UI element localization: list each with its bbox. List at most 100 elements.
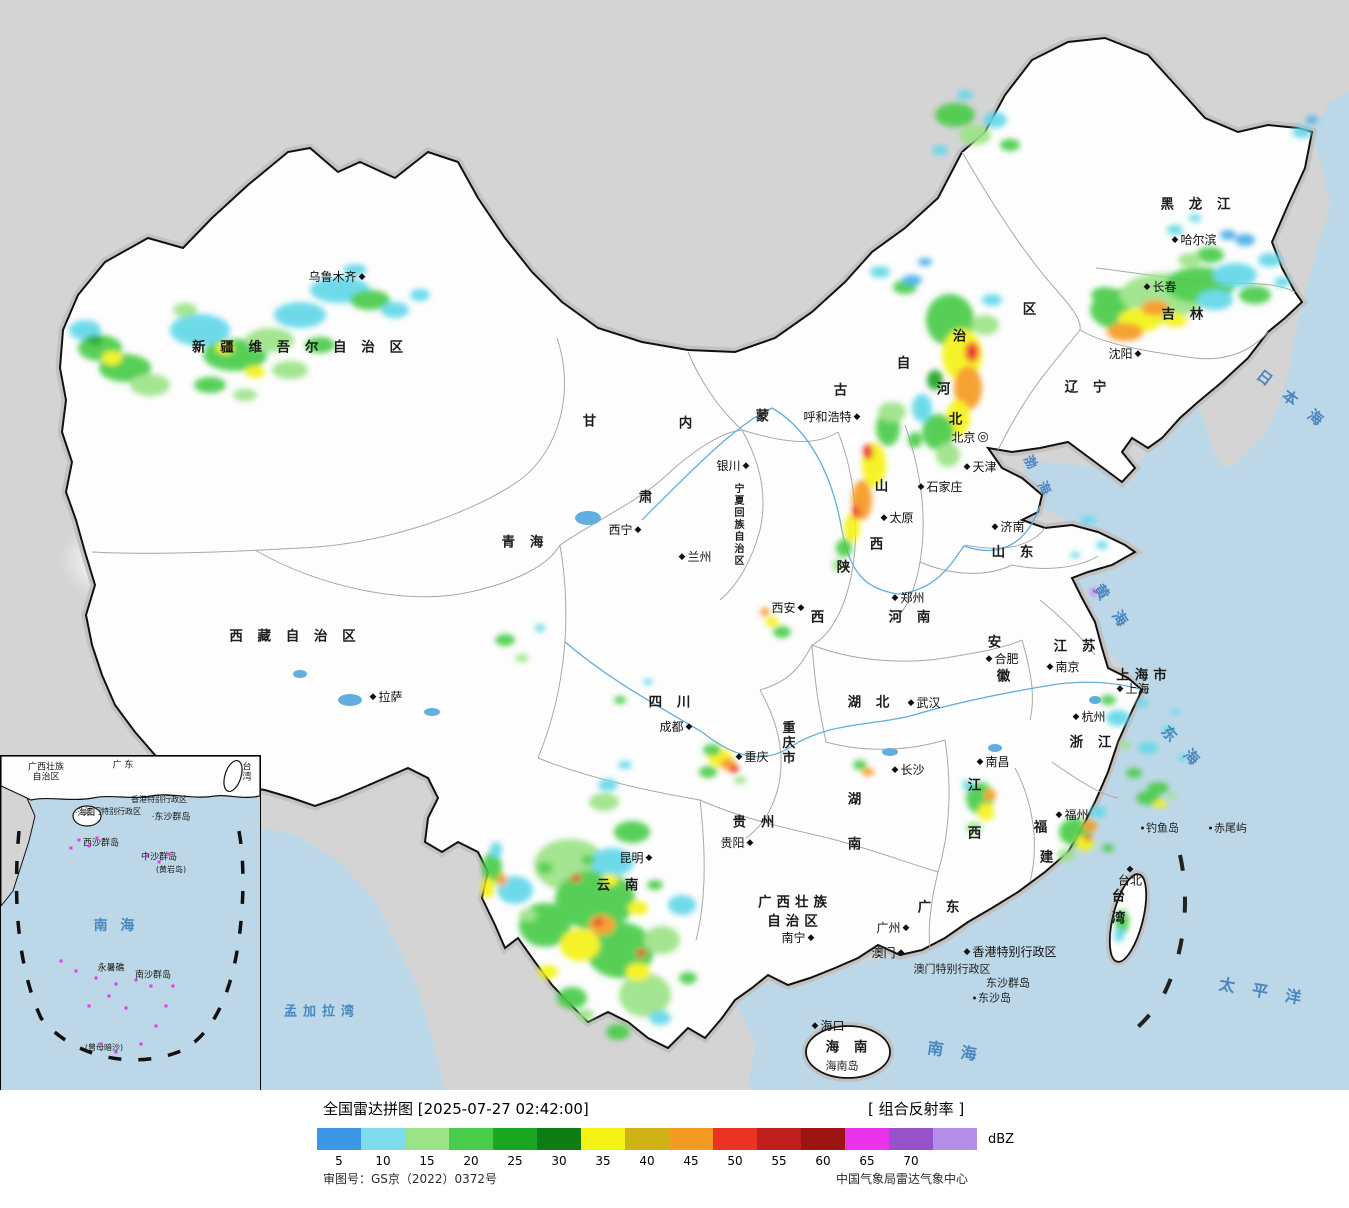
radar-echo [571,874,581,882]
radar-echo [1100,695,1116,705]
legend-tick: 20 [463,1154,479,1168]
city-name: 西宁 [608,523,633,537]
radar-echo [902,275,922,285]
radar-echo [246,328,294,352]
radar-echo [1167,793,1177,799]
island-label: 钓鱼岛 [1141,823,1179,834]
city-name: 南京 [1055,660,1080,674]
city-name: 香港特别行政区 [972,945,1057,959]
city-marker-icon: ◆ [917,481,925,492]
city-marker-icon: ◆ [991,521,999,532]
radar-echo [912,394,932,422]
inset-island-dot [164,1004,168,1008]
city-label: ◆ 郑州 [892,592,925,604]
island-dot-icon [973,996,976,1000]
city-marker-icon: ◆ [746,837,754,848]
province-label: 江 [967,777,987,794]
inset-island-dot [145,854,149,858]
radar-echo [984,789,996,801]
city-label: ◆ 太原 [881,512,914,524]
city-marker-icon: ◆ [811,1020,819,1031]
legend-tick: 35 [595,1154,611,1168]
city-label: ◆ 拉萨 [370,691,403,703]
city-name: 台北 [1117,873,1143,888]
radar-echo [618,761,632,769]
city-name: 杭州 [1081,710,1106,724]
radar-echo [962,780,974,790]
radar-echo [1070,552,1080,558]
inset-label: 南沙群岛 [134,970,172,981]
radar-echo [1136,791,1160,805]
inset-label: ·海口 [74,808,96,819]
city-label: 广州 ◆ [877,922,910,934]
radar-echo [1091,589,1097,595]
inset-svg [1,756,260,1090]
city-label: ◆ 哈尔滨 [1172,234,1217,246]
radar-echo [519,909,537,921]
inset-label: 台 [242,762,252,773]
inset-island-dot [69,846,73,850]
inset-island-dot [87,844,91,848]
city-label: 北京 ◎ [951,431,988,444]
radar-echo [557,987,587,1009]
radar-echo [537,862,553,874]
province-label: 北 [948,411,968,428]
city-label: ◆ 台北 [1117,865,1143,888]
city-name: 海口 [820,1019,845,1033]
sea-label: 南 海 [926,1038,984,1065]
radar-echo [853,760,867,770]
radar-echo [1141,300,1169,316]
legend-unit-label: dBZ [988,1132,1015,1147]
radar-echo [954,366,982,410]
city-marker-icon: ◆ [902,922,910,933]
province-label: 西 [869,536,889,553]
city-name: 上海 [1125,682,1150,696]
sea-label: 渤 海 [1019,453,1057,503]
province-label: 上海市 [1116,667,1172,684]
radar-echo [703,744,721,756]
radar-echo [1115,910,1129,934]
island-name: 东沙群岛 [986,976,1030,990]
radar-echo [957,90,973,100]
radar-echo [194,377,226,393]
province-label: 贵 州 [732,814,780,831]
map-title: 全国雷达拼图 [2025-07-27 02:42:00] [323,1100,589,1118]
city-marker-icon: ◆ [880,512,888,523]
radar-echo [935,103,975,127]
city-marker-icon: ◆ [685,721,693,732]
inset-island-dot [171,984,175,988]
radar-echo [410,289,430,301]
radar-echo [862,768,874,776]
legend-tick: 5 [335,1154,343,1168]
city-name: 南宁 [781,931,806,945]
radar-echo [1239,286,1271,304]
radar-echo [1106,710,1130,726]
radar-echo [535,624,545,632]
radar-echo [636,949,646,957]
inset-island-dot [59,959,63,963]
radar-echo [978,803,994,821]
legend-tick: 25 [507,1154,523,1168]
legend-swatch [889,1128,933,1150]
radar-echo [626,963,650,981]
city-label: ◆ 武汉 [908,697,941,709]
sea-label: 孟加拉湾 [283,1004,361,1020]
legend-swatch [713,1128,757,1150]
inset-island-dot [74,969,78,973]
radar-echo [130,374,170,396]
province-label: 广 东 [917,899,965,916]
radar-echo [932,145,948,155]
island-name: 赤尾屿 [1214,821,1247,835]
legend-color-bar [317,1128,977,1150]
inset-island-dot [95,836,99,840]
province-label: 台 [1111,888,1131,905]
city-label: ◆ 南昌 [977,756,1010,768]
city-marker-icon: ◎ [977,429,989,445]
radar-echo [481,878,495,898]
province-label: 山 [874,478,894,495]
city-name: 兰州 [687,550,712,564]
province-label: 河 南 [888,609,936,626]
product-label: [ 组合反射率 ] [868,1100,965,1118]
city-name: 广州 [876,921,901,935]
radar-echo [495,634,515,646]
